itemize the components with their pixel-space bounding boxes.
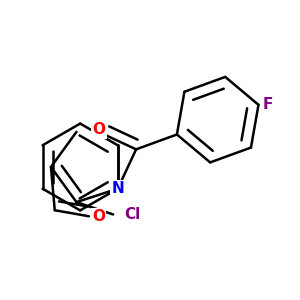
- Text: Cl: Cl: [124, 207, 140, 222]
- Text: O: O: [92, 209, 105, 224]
- Text: N: N: [111, 181, 124, 196]
- Text: O: O: [92, 122, 105, 137]
- Text: F: F: [263, 97, 273, 112]
